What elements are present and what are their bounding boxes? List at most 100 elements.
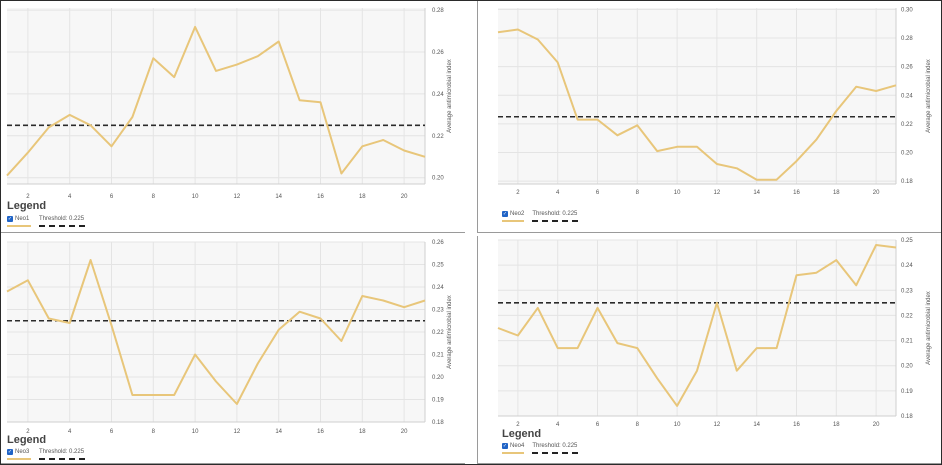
plot-area <box>498 8 896 184</box>
series-line-neo3 <box>6 259 426 405</box>
x-tick-label: 8 <box>636 422 640 428</box>
legend-heading: Legend <box>7 434 47 446</box>
x-tick-label: 2 <box>516 422 520 428</box>
legend-threshold-label: Threshold: 0.225 <box>532 442 578 449</box>
x-tick-label: 12 <box>234 429 241 435</box>
y-tick-label: 0.18 <box>432 420 444 426</box>
y-tick-label: 0.26 <box>432 50 444 56</box>
legend-threshold-label: Threshold: 0.225 <box>39 448 85 455</box>
x-tick-label: 16 <box>317 429 324 435</box>
legend-checkbox[interactable]: ✓ <box>7 448 13 455</box>
legend: ✓ Neo3 Threshold: 0.225 <box>7 447 85 460</box>
x-tick-label: 10 <box>192 194 199 200</box>
x-tick-label: 10 <box>674 190 681 196</box>
y-tick-label: 0.22 <box>432 134 444 140</box>
legend-item-threshold: Threshold: 0.225 <box>39 447 85 460</box>
legend-checkbox[interactable]: ✓ <box>7 215 13 222</box>
legend: ✓ Neo2 Threshold: 0.225 <box>502 209 579 222</box>
legend: ✓ Neo1 Threshold: 0.225 <box>7 214 85 227</box>
legend-threshold-swatch <box>39 458 85 460</box>
series-line-neo2 <box>497 28 897 181</box>
plot-area <box>498 240 896 416</box>
y-tick-label: 0.24 <box>432 92 444 98</box>
y-tick-label: 0.23 <box>432 308 444 314</box>
x-tick-label: 20 <box>401 194 408 200</box>
y-tick-label: 0.22 <box>432 330 444 336</box>
legend-item-threshold: Threshold: 0.225 <box>39 214 85 227</box>
y-tick-label: 0.24 <box>901 263 913 269</box>
y-tick-label: 0.30 <box>901 7 913 13</box>
x-tick-label: 20 <box>873 190 880 196</box>
y-axis-title: Average antimicrobial index <box>926 291 932 365</box>
legend-item-series[interactable]: ✓ Neo3 <box>7 447 31 460</box>
y-tick-label: 0.19 <box>432 398 444 404</box>
legend-threshold-label: Threshold: 0.225 <box>39 215 85 222</box>
y-tick-label: 0.18 <box>901 414 913 420</box>
y-tick-label: 0.20 <box>901 364 913 370</box>
x-tick-label: 8 <box>152 429 156 435</box>
x-tick-label: 6 <box>596 422 600 428</box>
y-tick-label: 0.19 <box>901 389 913 395</box>
chart-neo2: 0.18 0.20 0.22 0.24 0.26 0.28 0.30 2 4 6 8 10 12 14 16… <box>497 7 932 196</box>
x-tick-label: 20 <box>401 429 408 435</box>
legend-item-series[interactable]: ✓ Neo1 <box>7 214 31 227</box>
x-tick-label: 2 <box>26 194 30 200</box>
x-tick-label: 12 <box>234 194 241 200</box>
y-tick-label: 0.26 <box>432 240 444 246</box>
x-tick-label: 20 <box>873 422 880 428</box>
x-tick-label: 8 <box>636 190 640 196</box>
legend-heading: Legend <box>502 428 542 440</box>
x-tick-label: 18 <box>833 190 840 196</box>
chart-neo1: 0.20 0.22 0.24 0.26 0.28 2 4 6 8 10 12 14 16 18 20 Aver… <box>6 8 453 200</box>
x-tick-label: 14 <box>753 422 760 428</box>
x-tick-label: 16 <box>793 190 800 196</box>
legend-checkbox[interactable]: ✓ <box>502 442 508 449</box>
legend-threshold-swatch <box>532 452 579 454</box>
x-tick-label: 10 <box>674 422 681 428</box>
legend-series-swatch <box>7 458 31 460</box>
legend-item-threshold: Threshold: 0.225 <box>532 441 579 454</box>
legend-series-label: Neo4 <box>510 442 525 449</box>
x-tick-label: 14 <box>275 429 282 435</box>
legend-checkbox[interactable]: ✓ <box>502 210 508 217</box>
legend-threshold-swatch <box>39 225 85 227</box>
x-tick-label: 4 <box>556 422 560 428</box>
legend-series-swatch <box>7 225 31 227</box>
x-tick-label: 6 <box>596 190 600 196</box>
legend-series-swatch <box>502 452 524 454</box>
y-tick-label: 0.20 <box>432 176 444 182</box>
x-tick-label: 18 <box>359 194 366 200</box>
y-tick-label: 0.20 <box>432 375 444 381</box>
x-tick-label: 14 <box>275 194 282 200</box>
legend-item-series[interactable]: ✓ Neo4 <box>502 441 524 454</box>
legend-heading: Legend <box>7 200 47 212</box>
y-tick-label: 0.28 <box>432 8 444 14</box>
y-tick-label: 0.18 <box>901 179 913 185</box>
y-tick-label: 0.22 <box>901 122 913 128</box>
x-tick-label: 2 <box>26 429 30 435</box>
legend: ✓ Neo4 Threshold: 0.225 <box>502 441 579 454</box>
x-tick-label: 6 <box>110 429 114 435</box>
legend-threshold-label: Threshold: 0.225 <box>532 210 578 217</box>
legend-item-series[interactable]: ✓ Neo2 <box>502 209 524 222</box>
x-tick-label: 10 <box>192 429 199 435</box>
chart-neo3: 0.18 0.19 0.20 0.21 0.22 0.23 0.24 0.25 0.26 2 4 6 8… <box>6 240 453 435</box>
y-tick-label: 0.26 <box>901 65 913 71</box>
y-tick-label: 0.24 <box>901 93 913 99</box>
y-axis-title: Average antimicrobial index <box>447 295 453 369</box>
y-tick-label: 0.28 <box>901 36 913 42</box>
x-tick-label: 4 <box>556 190 560 196</box>
y-tick-label: 0.25 <box>432 263 444 269</box>
y-tick-label: 0.21 <box>901 339 913 345</box>
chart-panel-neo4: 0.18 0.19 0.20 0.21 0.22 0.23 0.24 0.25 2 4 6 8 10 12… <box>477 236 941 464</box>
chart-panel-neo2: 0.18 0.20 0.22 0.24 0.26 0.28 0.30 2 4 6 8 10 12 14 16… <box>477 1 941 233</box>
legend-series-swatch <box>502 220 524 222</box>
legend-series-label: Neo2 <box>510 210 525 217</box>
x-tick-label: 16 <box>793 422 800 428</box>
x-tick-label: 6 <box>110 194 114 200</box>
y-tick-label: 0.21 <box>432 353 444 359</box>
y-axis-title: Average antimicrobial index <box>926 59 932 133</box>
x-tick-label: 2 <box>516 190 520 196</box>
x-tick-label: 4 <box>68 194 72 200</box>
y-tick-label: 0.22 <box>901 313 913 319</box>
